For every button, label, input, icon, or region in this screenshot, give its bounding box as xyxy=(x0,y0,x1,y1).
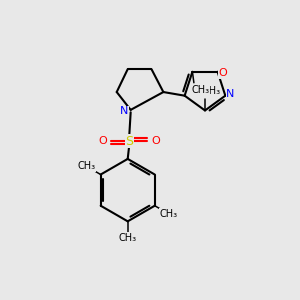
Text: N: N xyxy=(226,89,235,99)
Text: S: S xyxy=(125,135,133,148)
Text: N: N xyxy=(120,106,128,116)
Text: CH₃: CH₃ xyxy=(118,233,137,243)
Text: O: O xyxy=(98,136,107,146)
Text: O: O xyxy=(218,68,227,78)
Text: CH₃: CH₃ xyxy=(160,209,178,219)
Text: CH₃: CH₃ xyxy=(202,86,220,96)
Text: O: O xyxy=(152,136,160,146)
Text: CH₃: CH₃ xyxy=(77,161,96,171)
Text: CH₃: CH₃ xyxy=(191,85,209,95)
